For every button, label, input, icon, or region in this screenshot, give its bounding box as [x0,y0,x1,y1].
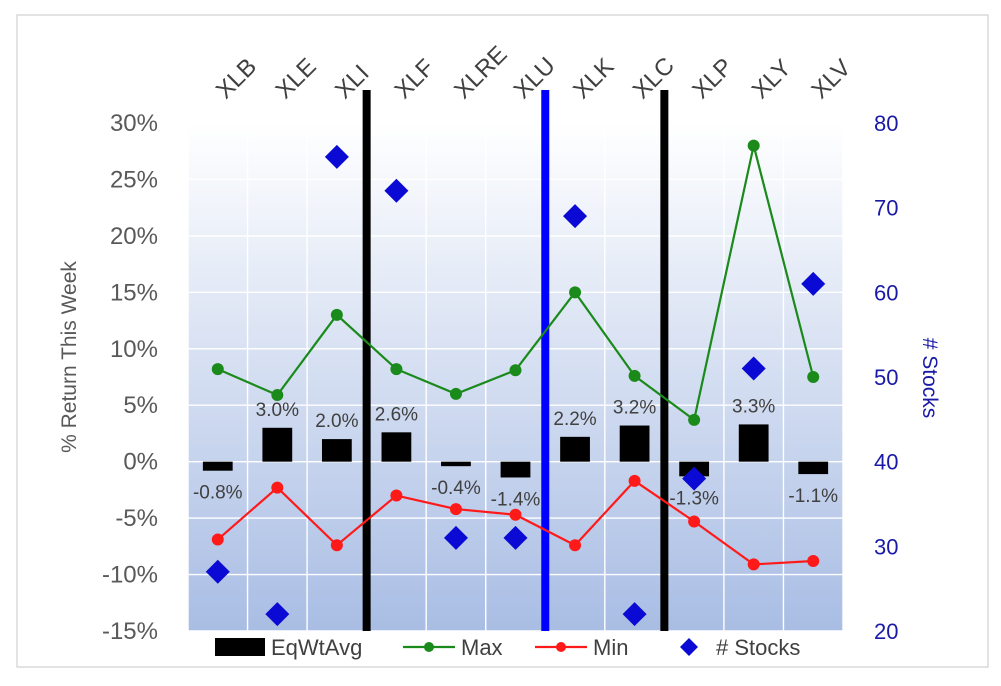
bar-label-xlre: -0.4% [431,478,481,499]
data-labels: -0.8% 3.0% 2.0% 2.6% -0.4% -1.4% 2.2% 3.2% -1.3%… [193,396,838,510]
chart-border [16,14,989,668]
eqwtavg-bars [202,424,829,478]
max-point-xlc [628,369,641,382]
bar-xlk [560,436,590,462]
stocks-point-xlf [384,178,409,203]
min-point-xlp [688,515,701,528]
legend-label-min: Min [593,635,628,660]
y-tick-label: 25% [110,166,158,193]
legend-marker-max [424,642,434,652]
max-point-xlf [390,363,403,376]
bar-label-xlu: -1.4% [491,489,541,510]
bar-xlc [619,425,650,462]
y-axis-title: % Return This Week [58,261,81,453]
max-point-xlu [509,364,522,377]
legend: EqWtAvg Max Min # Stocks [215,635,800,660]
bar-xlb [202,461,233,471]
stocks-markers [205,144,826,627]
legend-label-eqwtavg: EqWtAvg [271,635,362,660]
stocks-point-xly [741,356,766,381]
y2-axis-title: # Stocks [918,338,941,419]
stocks-point-xlk [563,204,588,229]
legend-label-max: Max [461,635,503,660]
min-point-xli [330,539,343,552]
legend-label-stocks: # Stocks [716,635,800,660]
legend-marker-stocks [680,638,698,656]
y-tick-label: 10% [110,336,158,363]
bar-label-xli: 2.0% [315,411,358,432]
stocks-point-xlu [503,525,528,550]
bar-xle [262,427,293,462]
legend-swatch-eqwtavg [215,638,265,656]
y-tick-label: -5% [115,505,158,532]
max-point-xlv [807,371,820,383]
bar-xlre [441,461,471,467]
bar-xlu [500,461,531,478]
min-point-xlb [211,533,224,546]
bar-xly [738,424,769,462]
y2-tick-label: 50 [874,365,898,390]
bar-label-xlv: -1.1% [788,486,838,507]
min-point-xle [271,481,284,494]
bar-label-xlc: 3.2% [613,398,656,419]
max-min-lines [211,139,820,571]
bar-label-xlb: -0.8% [193,483,243,504]
stocks-point-xli [324,144,349,169]
min-point-xlc [628,474,641,487]
y-tick-label: -15% [102,618,158,645]
bar-xlv [798,461,829,475]
stocks-point-xlb [205,559,230,584]
max-point-xlre [449,387,462,400]
bar-label-xlk: 2.2% [553,409,596,430]
y2-tick-label: 70 [874,196,898,221]
min-point-xly [747,558,760,571]
max-point-xli [330,308,343,321]
stocks-point-xlre [443,525,468,550]
min-point-xlv [807,555,820,568]
max-point-xlb [211,363,224,376]
max-point-xly [747,139,760,152]
y-tick-label: 20% [110,223,158,250]
y-tick-label: 0% [123,449,158,476]
legend-marker-min [556,642,566,652]
y-tick-label: -10% [102,562,158,589]
stocks-point-xlv [801,271,826,296]
min-point-xlre [449,503,462,516]
y2-tick-label: 40 [874,450,898,475]
max-point-xle [271,389,284,402]
category-dividers [362,90,669,631]
bar-label-xly: 3.3% [732,396,775,417]
y2-tick-label: 60 [874,280,898,305]
min-point-xlk [569,539,582,552]
bar-label-xlf: 2.6% [375,404,418,425]
bar-label-xle: 3.0% [256,400,299,421]
y-tick-label: 15% [110,279,158,306]
stocks-point-xlc [622,602,647,627]
bar-xlf [381,432,412,462]
bar-xli [321,439,352,462]
max-point-xlp [688,413,701,426]
min-point-xlu [509,508,522,521]
stocks-point-xlp [682,466,707,491]
y-tick-label: 30% [110,110,158,137]
max-point-xlk [569,286,582,299]
y2-tick-label: 30 [874,534,898,559]
y2-tick-label: 80 [874,111,898,136]
y-tick-label: 5% [123,392,158,419]
bar-label-xlp: -1.3% [669,488,719,509]
min-point-xlf [390,489,403,502]
stocks-point-xle [265,602,290,627]
plot-area [188,123,843,631]
y2-tick-label: 20 [874,619,898,644]
